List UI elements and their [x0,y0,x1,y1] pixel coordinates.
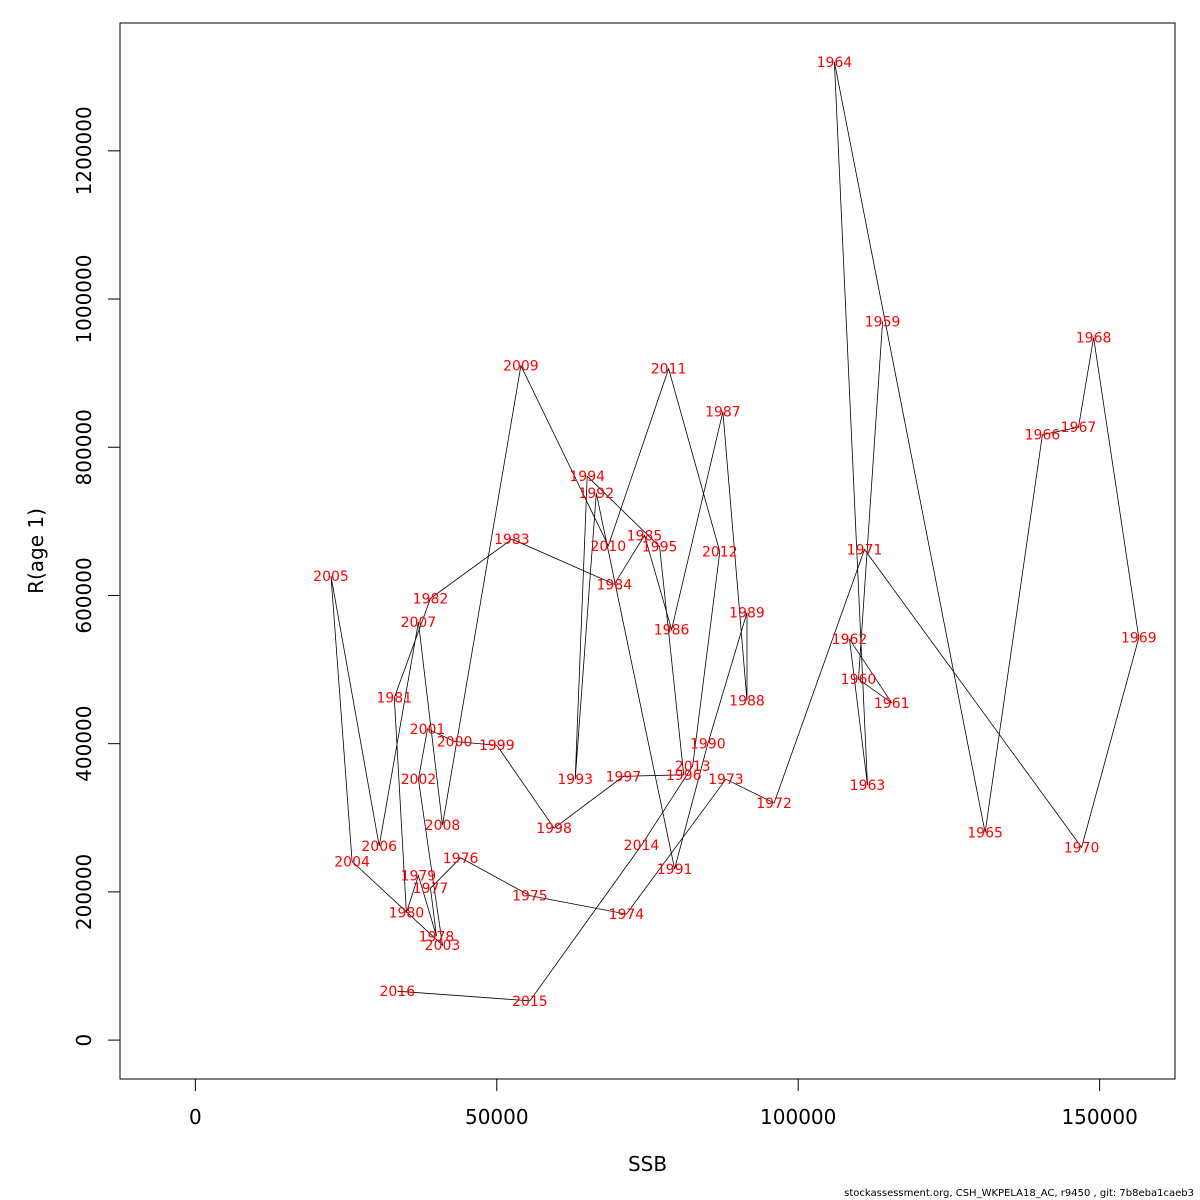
point-label-1984: 1984 [596,577,632,593]
point-label-2000: 2000 [437,735,473,751]
point-label-1960: 1960 [841,672,877,688]
point-label-2006: 2006 [361,839,397,855]
point-label-1968: 1968 [1076,331,1112,347]
point-label-1988: 1988 [729,694,765,710]
point-label-1979: 1979 [401,869,437,885]
point-label-1964: 1964 [817,55,853,71]
point-label-1970: 1970 [1064,840,1100,856]
x-tick-label: 0 [189,1105,202,1129]
point-label-1961: 1961 [874,696,910,712]
x-tick-label: 150000 [1061,1105,1137,1129]
point-label-1981: 1981 [376,691,412,707]
point-label-1971: 1971 [847,543,883,559]
point-label-1966: 1966 [1025,428,1061,444]
y-tick-label: 600000 [72,557,96,633]
point-labels: 1959 1960 1961 1962 1963 1964 1965 1966 1967 1968… [313,55,1156,1010]
point-label-1978: 1978 [419,929,455,945]
point-label-2004: 2004 [334,855,370,871]
point-label-2013: 2013 [675,759,711,775]
point-label-1963: 1963 [850,778,886,794]
x-tick-label: 50000 [465,1105,529,1129]
point-label-1973: 1973 [708,772,744,788]
point-label-2005: 2005 [313,569,349,585]
point-label-2007: 2007 [401,615,437,631]
x-axis: 0 50000 100000 150000 [189,1078,1138,1129]
point-label-1959: 1959 [865,314,901,330]
point-label-2001: 2001 [410,722,446,738]
point-label-1976: 1976 [443,851,479,867]
point-label-1977: 1977 [413,881,449,897]
point-label-1991: 1991 [657,862,693,878]
y-tick-label: 0 [72,1034,96,1047]
point-label-1986: 1986 [654,623,690,639]
series-line [330,61,1140,1002]
point-label-2015: 2015 [512,994,548,1010]
footer-credit: stockassessment.org, CSH_WKPELA18_AC, r9… [844,1188,1194,1199]
y-tick-label: 200000 [72,854,96,930]
point-label-1962: 1962 [832,632,868,648]
point-label-2012: 2012 [702,545,738,561]
point-label-1985: 1985 [627,528,663,544]
point-label-2002: 2002 [401,772,437,788]
point-label-1982: 1982 [413,591,449,607]
y-tick-label: 1200000 [72,106,96,195]
point-label-2016: 2016 [379,984,415,1000]
point-label-2003: 2003 [425,938,461,954]
y-tick-label: 400000 [72,705,96,781]
point-label-2008: 2008 [425,818,461,834]
point-label-2014: 2014 [624,838,660,854]
point-label-1990: 1990 [690,737,726,753]
point-label-1974: 1974 [609,907,645,923]
point-label-1969: 1969 [1121,631,1157,647]
point-label-1995: 1995 [642,540,678,556]
point-label-2011: 2011 [651,362,687,378]
point-label-1992: 1992 [578,486,614,502]
point-label-1996: 1996 [666,768,702,784]
point-label-1994: 1994 [569,469,605,485]
y-axis-title: R(age 1) [24,508,48,594]
point-label-1980: 1980 [389,906,425,922]
point-label-1967: 1967 [1061,420,1097,436]
point-label-1998: 1998 [536,821,572,837]
point-label-1972: 1972 [756,796,792,812]
point-label-1965: 1965 [967,826,1003,842]
y-axis: 0 200000 400000 600000 800000 1000000 1200000 [72,106,121,1047]
point-label-1999: 1999 [479,738,515,754]
point-label-1983: 1983 [494,532,530,548]
point-label-1975: 1975 [512,889,548,905]
point-label-1997: 1997 [606,769,642,785]
point-label-2010: 2010 [590,539,626,555]
point-label-1987: 1987 [705,405,741,421]
point-label-1989: 1989 [729,606,765,622]
x-tick-label: 100000 [760,1105,836,1129]
x-axis-title: SSB [628,1152,667,1176]
point-label-2009: 2009 [503,359,539,375]
y-tick-label: 800000 [72,409,96,485]
y-tick-label: 1000000 [72,255,96,344]
point-label-1993: 1993 [557,772,593,788]
